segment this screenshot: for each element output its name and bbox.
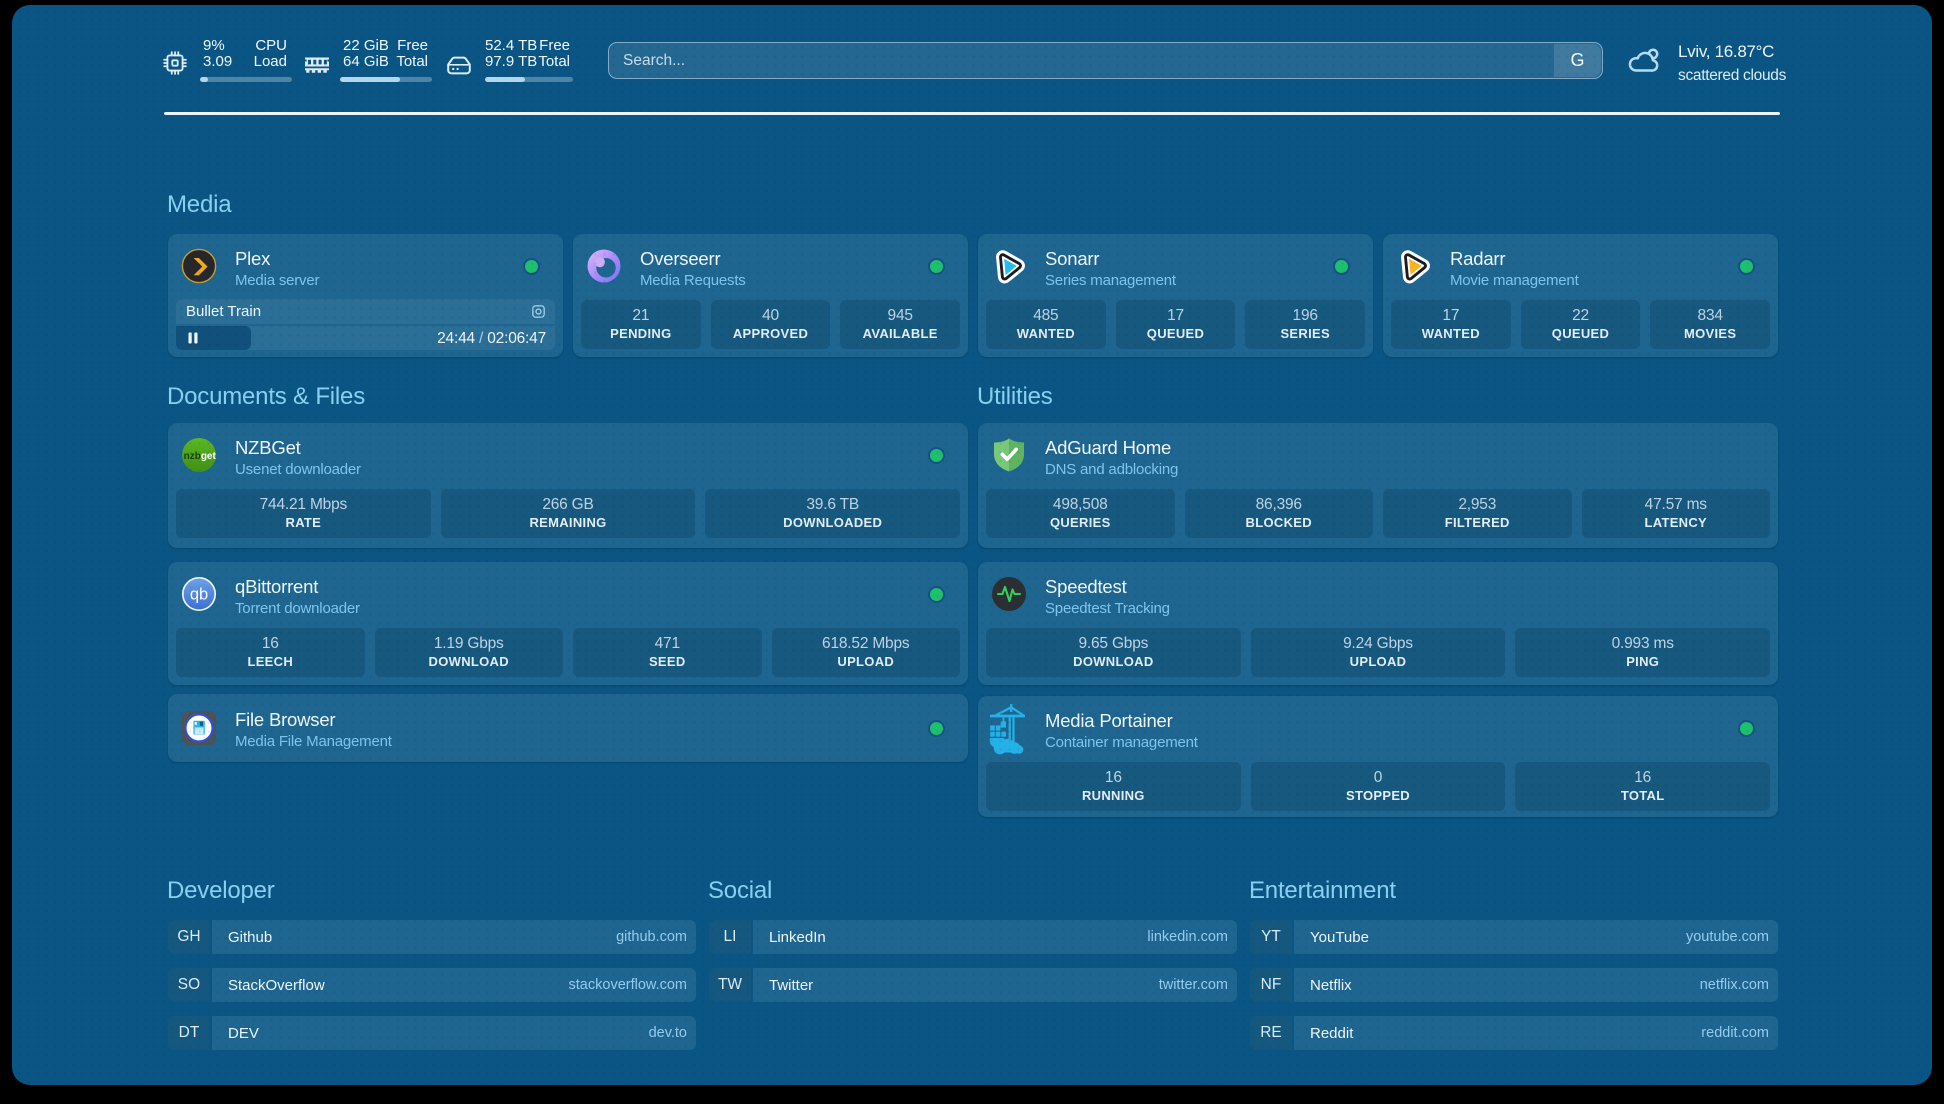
svg-text:qb: qb	[190, 586, 208, 604]
svg-text:nzbget: nzbget	[184, 451, 217, 462]
